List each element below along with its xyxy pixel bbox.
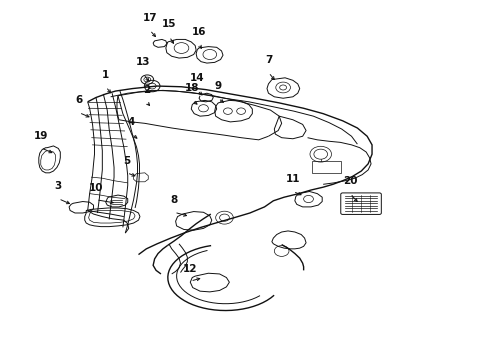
Text: 13: 13 [136,57,150,67]
Text: 19: 19 [34,131,48,140]
Text: 7: 7 [265,55,272,65]
Text: 1: 1 [102,69,109,80]
Text: 4: 4 [128,117,135,127]
Text: 11: 11 [286,174,300,184]
Text: 9: 9 [215,81,221,91]
Text: 18: 18 [185,83,199,93]
Text: 16: 16 [191,27,206,37]
Text: 8: 8 [171,195,178,205]
Text: 17: 17 [143,13,157,23]
Text: 14: 14 [190,73,204,83]
Text: 12: 12 [183,264,197,274]
FancyBboxPatch shape [341,193,381,215]
Text: 10: 10 [89,183,103,193]
Text: 15: 15 [162,19,176,30]
Bar [313,161,341,173]
Text: 6: 6 [75,95,82,105]
Text: 2: 2 [143,85,150,95]
Text: 5: 5 [123,156,130,166]
Text: 20: 20 [343,176,357,186]
Text: 3: 3 [55,181,62,192]
